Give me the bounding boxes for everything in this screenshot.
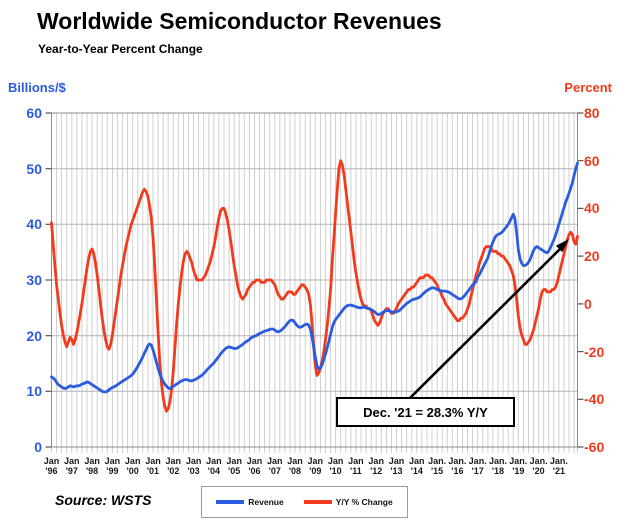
left-axis-tick: 40 bbox=[26, 216, 42, 233]
x-axis-tick: Jan '98 bbox=[84, 456, 100, 476]
legend-label-revenue: Revenue bbox=[248, 497, 284, 507]
yoy-line-swatch bbox=[303, 500, 332, 504]
right-axis-tick: -20 bbox=[584, 343, 605, 360]
legend-item-yoy: Y/Y % Change bbox=[303, 497, 393, 507]
x-axis-tick: Jan '09 bbox=[307, 456, 324, 476]
x-axis-tick: Jan. '20 bbox=[529, 456, 548, 476]
left-axis-tick: 20 bbox=[26, 327, 42, 344]
x-axis-tick: Jan. '21 bbox=[549, 456, 568, 476]
right-axis-tick: 20 bbox=[584, 248, 600, 265]
right-axis-tick: 60 bbox=[584, 152, 600, 169]
left-axis-tick: 60 bbox=[26, 105, 42, 121]
x-axis-tick: Jan. '16 bbox=[448, 456, 467, 476]
left-axis-tick: 10 bbox=[26, 383, 42, 400]
x-axis-tick: Jan '97 bbox=[64, 456, 80, 476]
legend: Revenue Y/Y % Change bbox=[201, 486, 408, 518]
x-axis-tick: Jan '02 bbox=[165, 456, 182, 476]
x-axis-tick: Jan '96 bbox=[43, 456, 60, 476]
x-axis-tick: Jan '00 bbox=[124, 456, 141, 476]
left-axis-title: Billions/$ bbox=[8, 80, 66, 95]
x-axis-tick: Jan. '19 bbox=[509, 456, 528, 476]
right-axis-tick: 40 bbox=[584, 200, 600, 217]
x-axis-tick: Jan '10 bbox=[327, 456, 344, 476]
x-axis-tick: Jan '99 bbox=[104, 456, 121, 476]
x-axis-tick: Jan '06 bbox=[246, 456, 263, 476]
revenue-line-swatch bbox=[216, 500, 245, 504]
x-axis-tick: Jan '05 bbox=[226, 456, 242, 476]
legend-item-revenue: Revenue bbox=[216, 497, 284, 507]
x-axis-tick: Jan '13 bbox=[388, 456, 405, 476]
right-axis-title: Percent bbox=[564, 80, 612, 95]
left-axis-tick: 0 bbox=[34, 439, 42, 455]
revenue-line bbox=[50, 161, 579, 394]
right-axis-tick: -40 bbox=[584, 391, 605, 408]
x-axis-tick: Jan '11 bbox=[348, 456, 364, 476]
page-title: Worldwide Semiconductor Revenues bbox=[37, 8, 442, 34]
annotation-text: Dec. '21 = 28.3% Y/Y bbox=[363, 404, 488, 420]
x-axis-tick: Jan '03 bbox=[185, 456, 202, 476]
legend-label-yoy: Y/Y % Change bbox=[335, 497, 393, 507]
x-axis-tick: Jan '14 bbox=[409, 456, 425, 476]
x-axis-tick: Jan '12 bbox=[368, 456, 384, 476]
annotation-arrowhead bbox=[555, 239, 569, 253]
x-axis-tick: Jan '04 bbox=[206, 456, 222, 476]
x-axis-tick: Jan. '15 bbox=[428, 456, 447, 476]
x-axis-tick: Jan '08 bbox=[287, 456, 303, 476]
x-axis-tick: Jan. '17 bbox=[468, 456, 487, 476]
yoy-line bbox=[50, 159, 579, 413]
page-subtitle: Year-to-Year Percent Change bbox=[38, 42, 203, 56]
x-axis-tick: Jan '01 bbox=[145, 456, 161, 476]
left-axis-tick: 30 bbox=[26, 272, 42, 288]
source-label: Source: WSTS bbox=[55, 492, 152, 508]
right-axis-tick: 0 bbox=[584, 295, 592, 312]
annotation-callout: Dec. '21 = 28.3% Y/Y bbox=[336, 397, 515, 427]
x-axis-tick: Jan. '18 bbox=[488, 456, 508, 476]
left-axis-tick: 50 bbox=[26, 160, 42, 177]
annotation-arrow bbox=[409, 248, 561, 399]
right-axis-tick: 80 bbox=[584, 105, 600, 121]
right-axis-tick: -60 bbox=[584, 439, 605, 455]
x-axis-tick: Jan '07 bbox=[267, 456, 283, 476]
